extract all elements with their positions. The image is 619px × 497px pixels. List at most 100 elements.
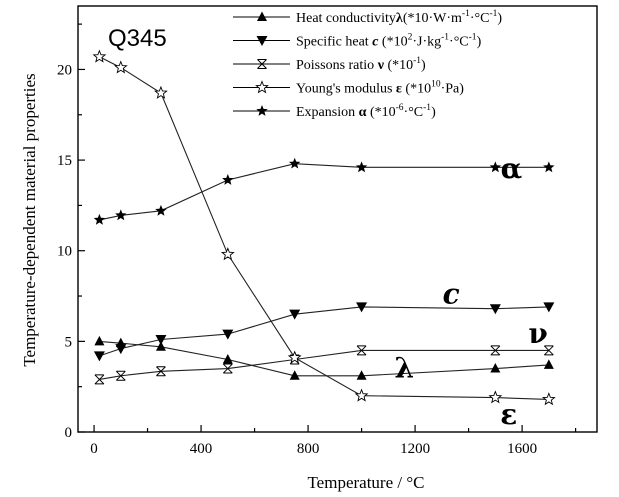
data-point	[155, 204, 167, 216]
data-point	[222, 329, 234, 340]
annotation-expansion: α	[501, 152, 523, 185]
series-line	[99, 340, 549, 377]
data-point	[355, 161, 368, 173]
annotation-poisson: ν	[528, 317, 547, 350]
legend-marker	[257, 11, 267, 21]
annotation-conductivity: λ	[395, 352, 415, 385]
data-point	[288, 157, 301, 169]
series-4	[93, 157, 555, 225]
data-point	[490, 363, 501, 373]
legend-unit_pre: (*10	[366, 105, 395, 120]
legend-unit_mid: ·°C	[449, 35, 469, 50]
legend-sup: -6	[396, 103, 404, 113]
data-point	[356, 370, 367, 380]
legend-sym: λ	[396, 11, 403, 26]
x-tick-label: 400	[190, 441, 213, 457]
data-point	[115, 344, 127, 355]
legend-label: Poissons ratio ν (*10-1​)	[296, 56, 426, 73]
legend-label: Heat conductivityλ(*10·W·m-1​·°C-1​)	[296, 9, 502, 26]
legend-label: Specific heat c (*102​·J·kg-1​·°C-1​)	[296, 33, 482, 50]
legend-sym: ν	[377, 58, 385, 73]
data-point	[490, 345, 501, 356]
data-point	[356, 302, 368, 313]
y-tick-label: 15	[57, 153, 72, 169]
legend-unit_post: )	[431, 105, 436, 120]
series-3	[92, 49, 556, 406]
legend-sup: -1	[413, 56, 421, 66]
legend-sup: -1	[489, 9, 497, 19]
legend-unit_post: )	[421, 58, 426, 73]
legend-unit_pre: (*10	[402, 82, 431, 97]
data-point	[289, 309, 301, 320]
series-0	[94, 335, 554, 380]
series-layer	[92, 49, 556, 406]
data-point	[94, 335, 105, 346]
x-tick-label: 1200	[400, 441, 430, 457]
legend-unit_mid: ·°C	[470, 11, 490, 26]
data-point	[488, 390, 503, 404]
legend-sym: ε	[396, 82, 402, 97]
data-point	[543, 359, 554, 369]
data-point	[543, 345, 554, 356]
legend-sup: -1	[441, 33, 449, 43]
legend-before: Expansion	[296, 105, 359, 120]
data-point	[155, 335, 167, 346]
y-axis-label: Temperature-dependent material propertie…	[20, 73, 39, 366]
data-point	[93, 213, 106, 225]
chart-title: Q345	[108, 25, 167, 52]
series-line	[99, 349, 549, 380]
legend-label: Expansion α (*10-6​·°C-1​)	[296, 103, 436, 120]
data-point	[356, 345, 367, 356]
legend-unit_mid: ·°C	[404, 105, 424, 120]
data-point	[354, 388, 369, 402]
legend-sup: 10	[431, 80, 441, 90]
x-tick-label: 0	[90, 441, 98, 457]
data-point	[220, 247, 235, 261]
legend-unit_pre: (*10·W·m	[403, 11, 462, 26]
legend-sym: c	[372, 35, 379, 50]
data-point	[289, 370, 300, 380]
legend-marker	[257, 59, 267, 69]
data-point	[115, 209, 127, 221]
data-point	[155, 341, 166, 351]
data-point	[489, 161, 502, 173]
y-tick-label: 5	[65, 334, 73, 350]
series-line	[99, 163, 549, 221]
legend-unit_pre: (*10	[384, 58, 413, 73]
data-point	[93, 351, 105, 362]
legend-entry: Poissons ratio ν (*10-1​)	[233, 56, 426, 73]
data-point	[115, 370, 126, 381]
series-annotations: α c ν λ ε	[395, 152, 548, 431]
legend-sup: -1	[469, 33, 477, 43]
y-tick-label: 20	[57, 62, 72, 78]
data-point	[94, 374, 105, 385]
legend-before: Specific heat	[296, 35, 372, 50]
series-line	[99, 56, 549, 400]
legend-sym: α	[359, 105, 367, 120]
legend-entry: Expansion α (*10-6​·°C-1​)	[233, 103, 436, 120]
legend-unit_post: ·Pa)	[441, 82, 465, 97]
plot-frame	[77, 5, 598, 433]
data-point	[222, 363, 233, 374]
data-point	[287, 350, 302, 364]
legend-before: Young's modulus	[296, 82, 396, 97]
series-1	[93, 302, 555, 362]
legend-marker	[255, 80, 269, 94]
legend-label: Young's modulus ε (*1010​·Pa)	[296, 80, 464, 97]
data-point	[222, 353, 233, 364]
legend: Heat conductivityλ(*10·W·m-1​·°C-1​) Spec…	[233, 9, 502, 120]
legend-marker	[256, 36, 268, 46]
annotation-youngs: ε	[500, 398, 517, 431]
legend-entry: Specific heat c (*102​·J·kg-1​·°C-1​)	[233, 33, 482, 50]
data-point	[154, 85, 168, 99]
data-point	[156, 366, 166, 377]
legend-unit_post: )	[477, 35, 482, 50]
legend-before: Poissons ratio	[296, 58, 378, 73]
legend-entry: Heat conductivityλ(*10·W·m-1​·°C-1​)	[233, 9, 502, 26]
legend-unit_post: )	[497, 11, 502, 26]
data-point	[489, 304, 501, 315]
legend-sup: 2	[408, 33, 413, 43]
data-point	[541, 392, 556, 406]
legend-sup: -1	[462, 9, 470, 19]
